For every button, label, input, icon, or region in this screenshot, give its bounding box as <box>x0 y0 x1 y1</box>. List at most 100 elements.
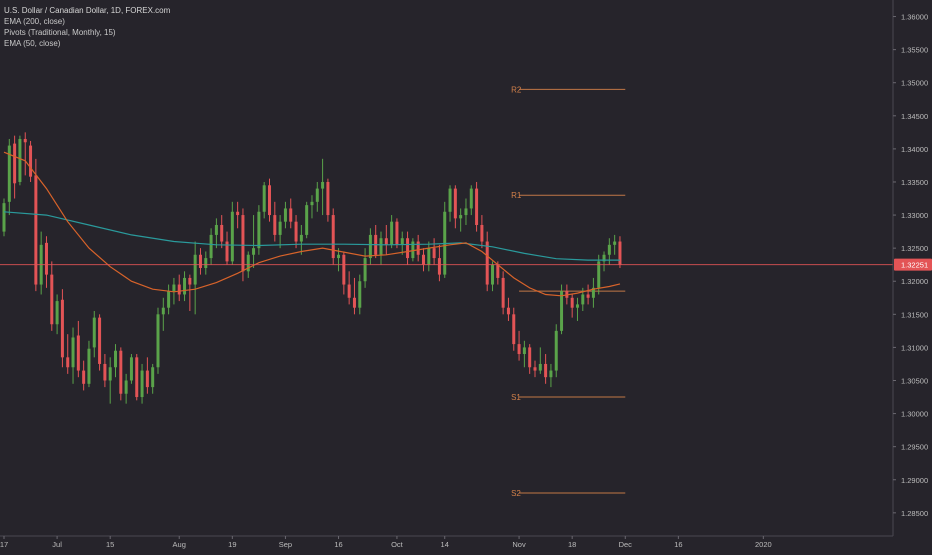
y-tick-label: 1.35500 <box>901 46 928 55</box>
candle-body <box>156 314 160 368</box>
candle-body <box>23 138 27 143</box>
candle-body <box>501 277 505 308</box>
candle-body <box>273 215 277 235</box>
candle-body <box>390 221 394 245</box>
y-tick-label: 1.32000 <box>901 277 928 286</box>
candle-body <box>416 241 420 255</box>
ema200-line <box>3 211 620 261</box>
pivot-label-r1: R1 <box>511 191 522 200</box>
legend-ema200[interactable]: EMA (200, close) <box>4 17 65 26</box>
candle-body <box>368 234 372 259</box>
candle-body <box>384 238 388 245</box>
candle-body <box>597 261 601 288</box>
x-tick-label: Sep <box>279 540 292 549</box>
pivot-label-s1: S1 <box>511 393 521 402</box>
y-tick-label: 1.33500 <box>901 178 928 187</box>
candle-body <box>613 241 617 245</box>
legend-pivots[interactable]: Pivots (Traditional, Monthly, 15) <box>4 28 116 37</box>
candle-body <box>103 363 107 381</box>
candle-body <box>108 367 112 381</box>
candle-body <box>448 188 452 212</box>
candle-body <box>538 363 542 371</box>
x-tick-label: 18 <box>568 540 576 549</box>
candle-body <box>315 188 319 202</box>
candle-body <box>310 201 314 206</box>
candle-body <box>209 234 213 259</box>
candle-body <box>2 203 6 232</box>
candle-body <box>145 370 149 388</box>
x-tick-label: 17 <box>0 540 8 549</box>
candle-body <box>533 367 537 371</box>
candle-body <box>607 244 611 255</box>
candle-body <box>586 294 590 298</box>
y-tick-label: 1.35000 <box>901 79 928 88</box>
x-tick-label: 14 <box>441 540 449 549</box>
candle-body <box>294 221 298 242</box>
y-tick-label: 1.29500 <box>901 443 928 452</box>
symbol-title[interactable]: U.S. Dollar / Canadian Dollar, 1D, FOREX… <box>4 6 171 15</box>
x-tick-label: 2020 <box>755 540 772 549</box>
y-tick-label: 1.29000 <box>901 476 928 485</box>
x-tick-label: 16 <box>674 540 682 549</box>
candle-body <box>92 317 96 348</box>
candle-body <box>167 291 171 308</box>
candle-body <box>268 185 271 216</box>
candle-body <box>437 258 441 275</box>
chart-legend: U.S. Dollar / Canadian Dollar, 1D, FOREX… <box>4 5 170 49</box>
candle-body <box>76 335 80 371</box>
candle-body <box>82 370 86 384</box>
pivot-label-r2: R2 <box>511 85 522 94</box>
candle-body <box>496 264 500 278</box>
candle-body <box>204 258 208 268</box>
pivot-levels: R2 R1 S1 S2 <box>511 85 626 498</box>
candle-body <box>289 208 293 222</box>
candle-body <box>379 238 383 255</box>
candle-body <box>34 175 38 285</box>
candle-body <box>172 284 176 292</box>
x-tick-label: Aug <box>173 540 186 549</box>
candles <box>2 132 622 404</box>
y-tick-label: 1.28500 <box>901 509 928 518</box>
candle-body <box>124 380 128 394</box>
candle-body <box>305 205 309 235</box>
candle-body <box>236 211 240 216</box>
candle-body <box>252 248 256 255</box>
candle-body <box>544 363 548 378</box>
candle-body <box>193 254 197 285</box>
candle-body <box>60 299 64 358</box>
candle-body <box>66 357 70 368</box>
x-tick-label: Jul <box>52 540 62 549</box>
ema50-line <box>3 151 621 297</box>
candle-body <box>522 347 526 355</box>
candle-body <box>395 221 399 245</box>
candle-body <box>13 143 17 184</box>
candle-body <box>337 254 341 259</box>
candle-body <box>183 277 187 295</box>
candle-body <box>241 215 245 272</box>
candle-body <box>135 357 139 398</box>
candle-body <box>114 350 118 368</box>
y-tick-label: 1.33000 <box>901 211 928 220</box>
candle-body <box>55 301 59 325</box>
x-tick-label: Dec <box>619 540 633 549</box>
candle-body <box>87 348 91 384</box>
candle-body <box>29 145 33 177</box>
candle-body <box>331 215 335 259</box>
candle-body <box>299 234 303 242</box>
candle-body <box>98 317 102 364</box>
y-tick-label: 1.31000 <box>901 343 928 352</box>
candle-body <box>512 314 516 345</box>
y-tick-label: 1.30000 <box>901 410 928 419</box>
candle-body <box>491 264 495 285</box>
candle-body <box>151 367 155 388</box>
x-tick-label: 19 <box>228 540 236 549</box>
candle-body <box>575 304 579 308</box>
legend-ema50[interactable]: EMA (50, close) <box>4 39 61 48</box>
y-tick-label: 1.34500 <box>901 112 928 121</box>
candle-body <box>570 297 574 308</box>
candle-body <box>506 307 510 315</box>
candle-body <box>411 241 415 259</box>
